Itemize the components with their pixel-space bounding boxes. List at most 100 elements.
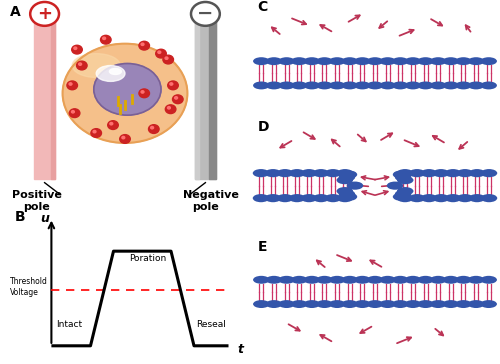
Circle shape	[354, 57, 370, 65]
Circle shape	[430, 300, 446, 308]
Circle shape	[469, 194, 485, 202]
Circle shape	[380, 57, 396, 65]
Circle shape	[165, 57, 168, 59]
Circle shape	[380, 300, 396, 308]
Circle shape	[430, 82, 446, 90]
Circle shape	[393, 193, 409, 201]
Circle shape	[316, 82, 332, 90]
Circle shape	[354, 82, 370, 90]
Circle shape	[395, 190, 411, 198]
Circle shape	[120, 135, 130, 143]
Circle shape	[148, 125, 159, 134]
Circle shape	[168, 107, 170, 109]
Circle shape	[316, 276, 332, 284]
Circle shape	[433, 194, 449, 202]
Circle shape	[277, 169, 293, 177]
Circle shape	[418, 82, 434, 90]
Circle shape	[342, 57, 358, 65]
Text: pole: pole	[192, 202, 219, 213]
Circle shape	[392, 57, 408, 65]
Circle shape	[418, 300, 434, 308]
Circle shape	[442, 276, 459, 284]
Circle shape	[468, 82, 484, 90]
Text: −: −	[197, 4, 214, 23]
Circle shape	[76, 61, 87, 70]
Circle shape	[102, 37, 106, 40]
Circle shape	[338, 190, 355, 198]
Circle shape	[367, 276, 384, 284]
Circle shape	[404, 300, 421, 308]
Circle shape	[174, 97, 178, 99]
Circle shape	[397, 176, 413, 184]
Circle shape	[404, 57, 421, 65]
Text: B: B	[14, 210, 25, 223]
Circle shape	[72, 45, 83, 54]
Circle shape	[457, 169, 473, 177]
Circle shape	[253, 276, 270, 284]
Bar	[194, 20, 200, 179]
Circle shape	[158, 51, 161, 54]
Circle shape	[367, 300, 384, 308]
Circle shape	[91, 128, 102, 137]
Text: +: +	[37, 4, 52, 23]
Circle shape	[342, 82, 358, 90]
Circle shape	[168, 81, 178, 90]
Circle shape	[468, 276, 484, 284]
Bar	[209, 20, 216, 179]
Circle shape	[455, 300, 471, 308]
Circle shape	[367, 82, 384, 90]
Circle shape	[480, 82, 497, 90]
Circle shape	[409, 169, 425, 177]
Circle shape	[313, 169, 329, 177]
Circle shape	[122, 136, 125, 139]
Ellipse shape	[94, 64, 161, 115]
Text: Reseal: Reseal	[196, 320, 226, 329]
Circle shape	[304, 57, 320, 65]
Circle shape	[442, 300, 459, 308]
Circle shape	[266, 276, 282, 284]
Circle shape	[421, 194, 437, 202]
Circle shape	[265, 169, 281, 177]
Circle shape	[392, 276, 408, 284]
Circle shape	[354, 276, 370, 284]
Bar	[34, 20, 56, 179]
Circle shape	[69, 83, 72, 85]
Circle shape	[172, 95, 183, 104]
Circle shape	[139, 41, 149, 50]
Circle shape	[265, 194, 281, 202]
Circle shape	[291, 57, 308, 65]
Circle shape	[291, 82, 308, 90]
Circle shape	[340, 170, 357, 179]
Text: D: D	[258, 120, 269, 134]
Circle shape	[337, 194, 353, 202]
Circle shape	[418, 276, 434, 284]
Circle shape	[93, 130, 96, 133]
Circle shape	[325, 194, 341, 202]
Circle shape	[338, 173, 355, 181]
Circle shape	[72, 111, 74, 113]
Circle shape	[455, 276, 471, 284]
Circle shape	[278, 57, 295, 65]
Circle shape	[70, 109, 80, 118]
Circle shape	[354, 300, 370, 308]
Circle shape	[468, 300, 484, 308]
Circle shape	[340, 193, 357, 201]
Circle shape	[253, 169, 269, 177]
Circle shape	[336, 176, 353, 184]
Bar	[194, 20, 216, 179]
Circle shape	[289, 194, 305, 202]
Circle shape	[393, 170, 409, 179]
Circle shape	[278, 82, 295, 90]
Circle shape	[170, 83, 173, 85]
Bar	[50, 20, 56, 179]
Circle shape	[304, 82, 320, 90]
Circle shape	[30, 2, 59, 26]
Circle shape	[277, 194, 293, 202]
Circle shape	[266, 82, 282, 90]
Circle shape	[404, 82, 421, 90]
Circle shape	[480, 300, 497, 308]
Text: E: E	[258, 240, 267, 254]
Circle shape	[445, 194, 461, 202]
Circle shape	[347, 182, 363, 190]
Circle shape	[380, 82, 396, 90]
